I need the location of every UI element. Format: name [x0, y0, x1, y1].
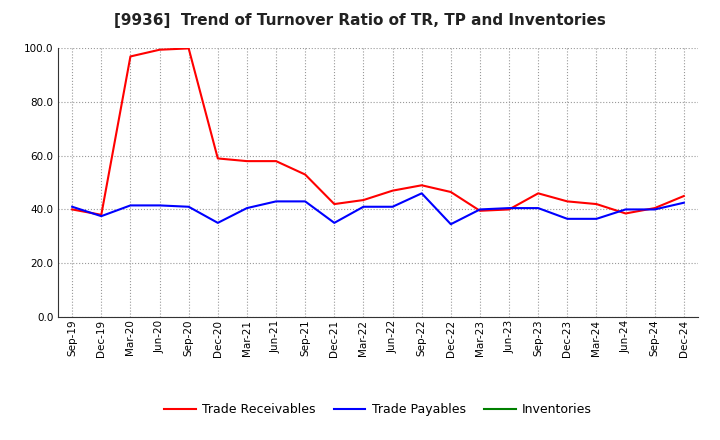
Trade Payables [534, 205, 543, 211]
Trade Payables [97, 213, 106, 219]
Trade Payables [243, 205, 251, 211]
Trade Payables [505, 205, 513, 211]
Trade Receivables [68, 207, 76, 212]
Trade Payables [68, 204, 76, 209]
Trade Receivables [271, 158, 280, 164]
Trade Receivables [388, 188, 397, 193]
Trade Receivables [97, 212, 106, 217]
Trade Receivables [418, 183, 426, 188]
Trade Receivables [330, 202, 338, 207]
Trade Receivables [184, 46, 193, 51]
Text: [9936]  Trend of Turnover Ratio of TR, TP and Inventories: [9936] Trend of Turnover Ratio of TR, TP… [114, 13, 606, 28]
Trade Receivables [650, 205, 659, 211]
Trade Receivables [592, 202, 600, 207]
Trade Payables [563, 216, 572, 221]
Trade Payables [359, 204, 368, 209]
Trade Payables [592, 216, 600, 221]
Trade Payables [418, 191, 426, 196]
Trade Payables [330, 220, 338, 225]
Trade Payables [271, 199, 280, 204]
Trade Receivables [621, 211, 630, 216]
Trade Payables [388, 204, 397, 209]
Trade Payables [476, 207, 485, 212]
Trade Receivables [213, 156, 222, 161]
Trade Receivables [301, 172, 310, 177]
Trade Payables [446, 222, 455, 227]
Trade Payables [650, 207, 659, 212]
Trade Receivables [446, 189, 455, 194]
Line: Trade Receivables: Trade Receivables [72, 48, 684, 215]
Trade Payables [680, 200, 688, 205]
Trade Receivables [534, 191, 543, 196]
Trade Payables [156, 203, 164, 208]
Trade Receivables [156, 47, 164, 52]
Trade Receivables [680, 193, 688, 198]
Trade Payables [213, 220, 222, 225]
Trade Payables [184, 204, 193, 209]
Trade Receivables [243, 158, 251, 164]
Trade Receivables [476, 208, 485, 213]
Line: Trade Payables: Trade Payables [72, 193, 684, 224]
Trade Receivables [126, 54, 135, 59]
Legend: Trade Receivables, Trade Payables, Inventories: Trade Receivables, Trade Payables, Inven… [159, 398, 597, 421]
Trade Payables [126, 203, 135, 208]
Trade Receivables [505, 207, 513, 212]
Trade Payables [301, 199, 310, 204]
Trade Payables [621, 207, 630, 212]
Trade Receivables [563, 199, 572, 204]
Trade Receivables [359, 198, 368, 203]
